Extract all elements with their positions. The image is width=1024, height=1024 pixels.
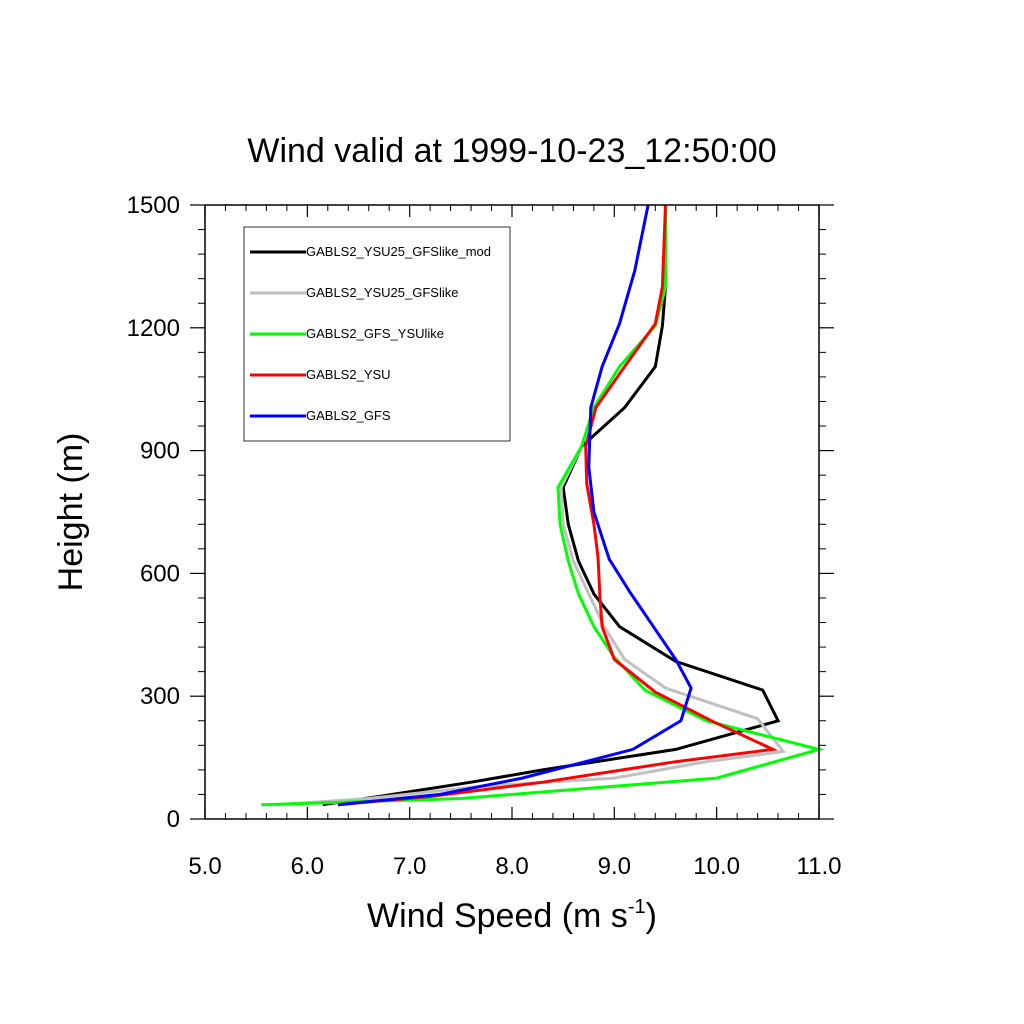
legend-entry-label: GABLS2_YSU <box>306 367 391 382</box>
y-tick-label: 1500 <box>127 192 180 219</box>
series-line-gabls2-gfs-ysulike <box>261 205 825 807</box>
x-tick-label: 9.0 <box>598 853 631 880</box>
x-axis-label: Wind Speed (m s-1) <box>367 896 657 935</box>
x-tick-label: 7.0 <box>393 853 426 880</box>
legend-entry-label: GABLS2_YSU25_GFSlike <box>306 285 458 300</box>
y-tick-label: 1200 <box>127 315 180 342</box>
y-axis-label: Height (m) <box>52 433 90 592</box>
x-tick-label: 5.0 <box>188 853 221 880</box>
y-tick-label: 300 <box>140 683 180 710</box>
x-axis-label-close: ) <box>646 897 657 935</box>
y-tick-label: 900 <box>140 438 180 465</box>
x-axis-label-main: Wind Speed (m s <box>367 897 628 935</box>
legend: GABLS2_YSU25_GFSlike_mod GABLS2_YSU25_GFS… <box>243 226 511 442</box>
x-tick-label: 6.0 <box>291 853 324 880</box>
x-tick-label: 11.0 <box>797 853 842 880</box>
legend-entry-label: GABLS2_YSU25_GFSlike_mod <box>306 244 491 259</box>
legend-entry-label: GABLS2_GFS_YSUlike <box>306 326 444 341</box>
series-line-gabls2-ysu <box>337 204 779 807</box>
y-tick-label: 0 <box>167 806 180 833</box>
axis-ticks <box>190 204 834 820</box>
chart-title: Wind valid at 1999-10-23_12:50:00 <box>247 132 776 170</box>
series-line-gabls2-ysu25-gfslike-mod <box>322 205 781 807</box>
y-tick-label: 600 <box>140 560 180 587</box>
legend-entry-label: GABLS2_GFS <box>306 408 391 423</box>
series-line-gabls2-gfs <box>337 204 693 807</box>
x-tick-label: 8.0 <box>495 853 528 880</box>
plot-lines <box>261 204 825 807</box>
x-tick-label: 10.0 <box>693 853 740 880</box>
x-axis-label-superscript: -1 <box>628 896 646 918</box>
axis-tick-labels: 5.0 6.0 7.0 8.0 9.0 10.0 11.0 0 300 600 900 1200 150… <box>127 192 842 880</box>
